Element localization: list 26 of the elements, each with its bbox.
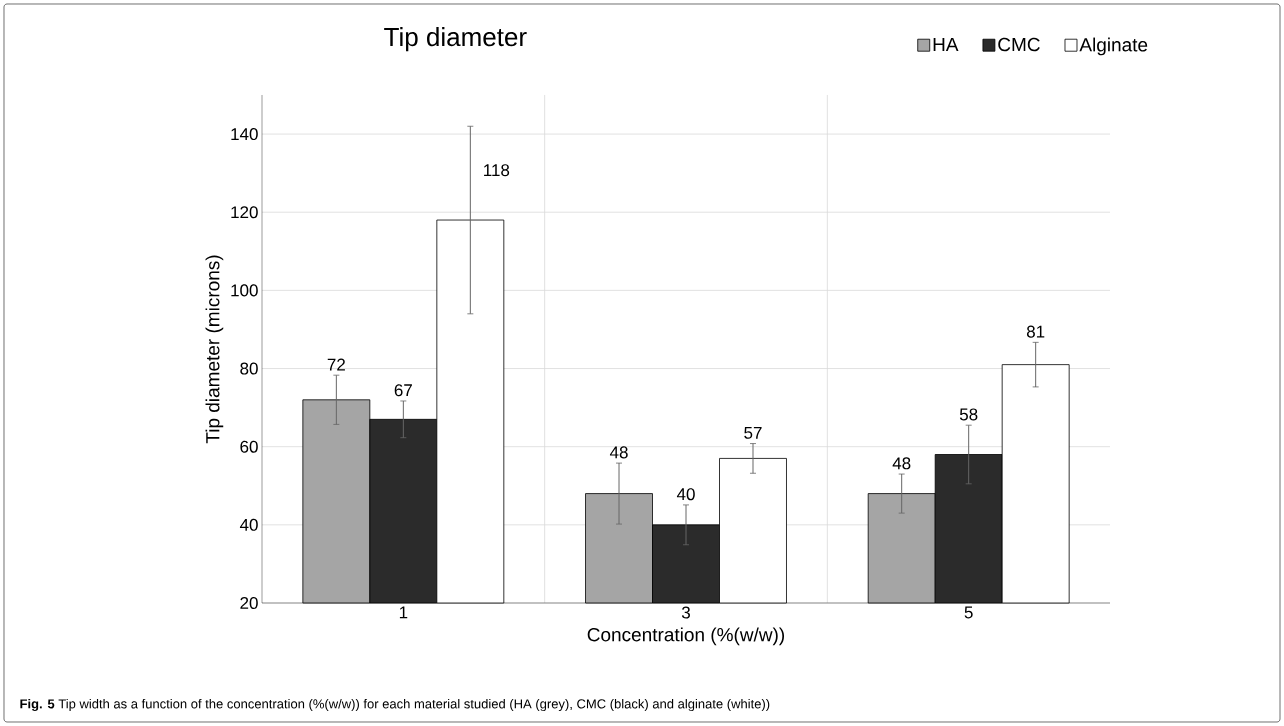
y-tick-label: 140 — [231, 128, 258, 141]
data-label: 118 — [484, 164, 510, 177]
data-label: 81 — [1026, 325, 1045, 338]
x-axis-title: Concentration (%(w/w)) — [587, 627, 785, 646]
legend-label: HA — [933, 37, 959, 51]
legend-label: CMC — [998, 37, 1040, 52]
y-tick-label: 120 — [231, 206, 258, 219]
chart-title: Tip diameter — [384, 27, 527, 52]
data-label: 67 — [394, 384, 412, 397]
data-label: 58 — [959, 408, 978, 421]
y-tick-label: 100 — [231, 284, 258, 297]
text: Fig. 5 Tip width as a function of the concentration (%(w/w)) for each material studied (HA (grey), CMC (black) and alginate (white)) — [20, 698, 770, 712]
y-tick-label: 80 — [240, 362, 258, 375]
data-label: 40 — [676, 488, 695, 501]
data-label: 48 — [892, 457, 911, 470]
data-label: 57 — [744, 426, 762, 439]
x-tick-label: 3 — [681, 606, 690, 619]
y-tick-label: 20 — [240, 596, 258, 610]
x-tick-label: 1 — [399, 606, 408, 619]
x-tick-label: 5 — [964, 606, 973, 619]
legend-label: Alginate — [1079, 37, 1148, 56]
data-label: 72 — [327, 358, 345, 371]
data-label: 48 — [609, 446, 628, 459]
y-tick-label: 60 — [240, 440, 258, 453]
y-axis-title: Tip diameter (microns) — [205, 255, 224, 444]
y-tick-label: 40 — [239, 518, 258, 531]
